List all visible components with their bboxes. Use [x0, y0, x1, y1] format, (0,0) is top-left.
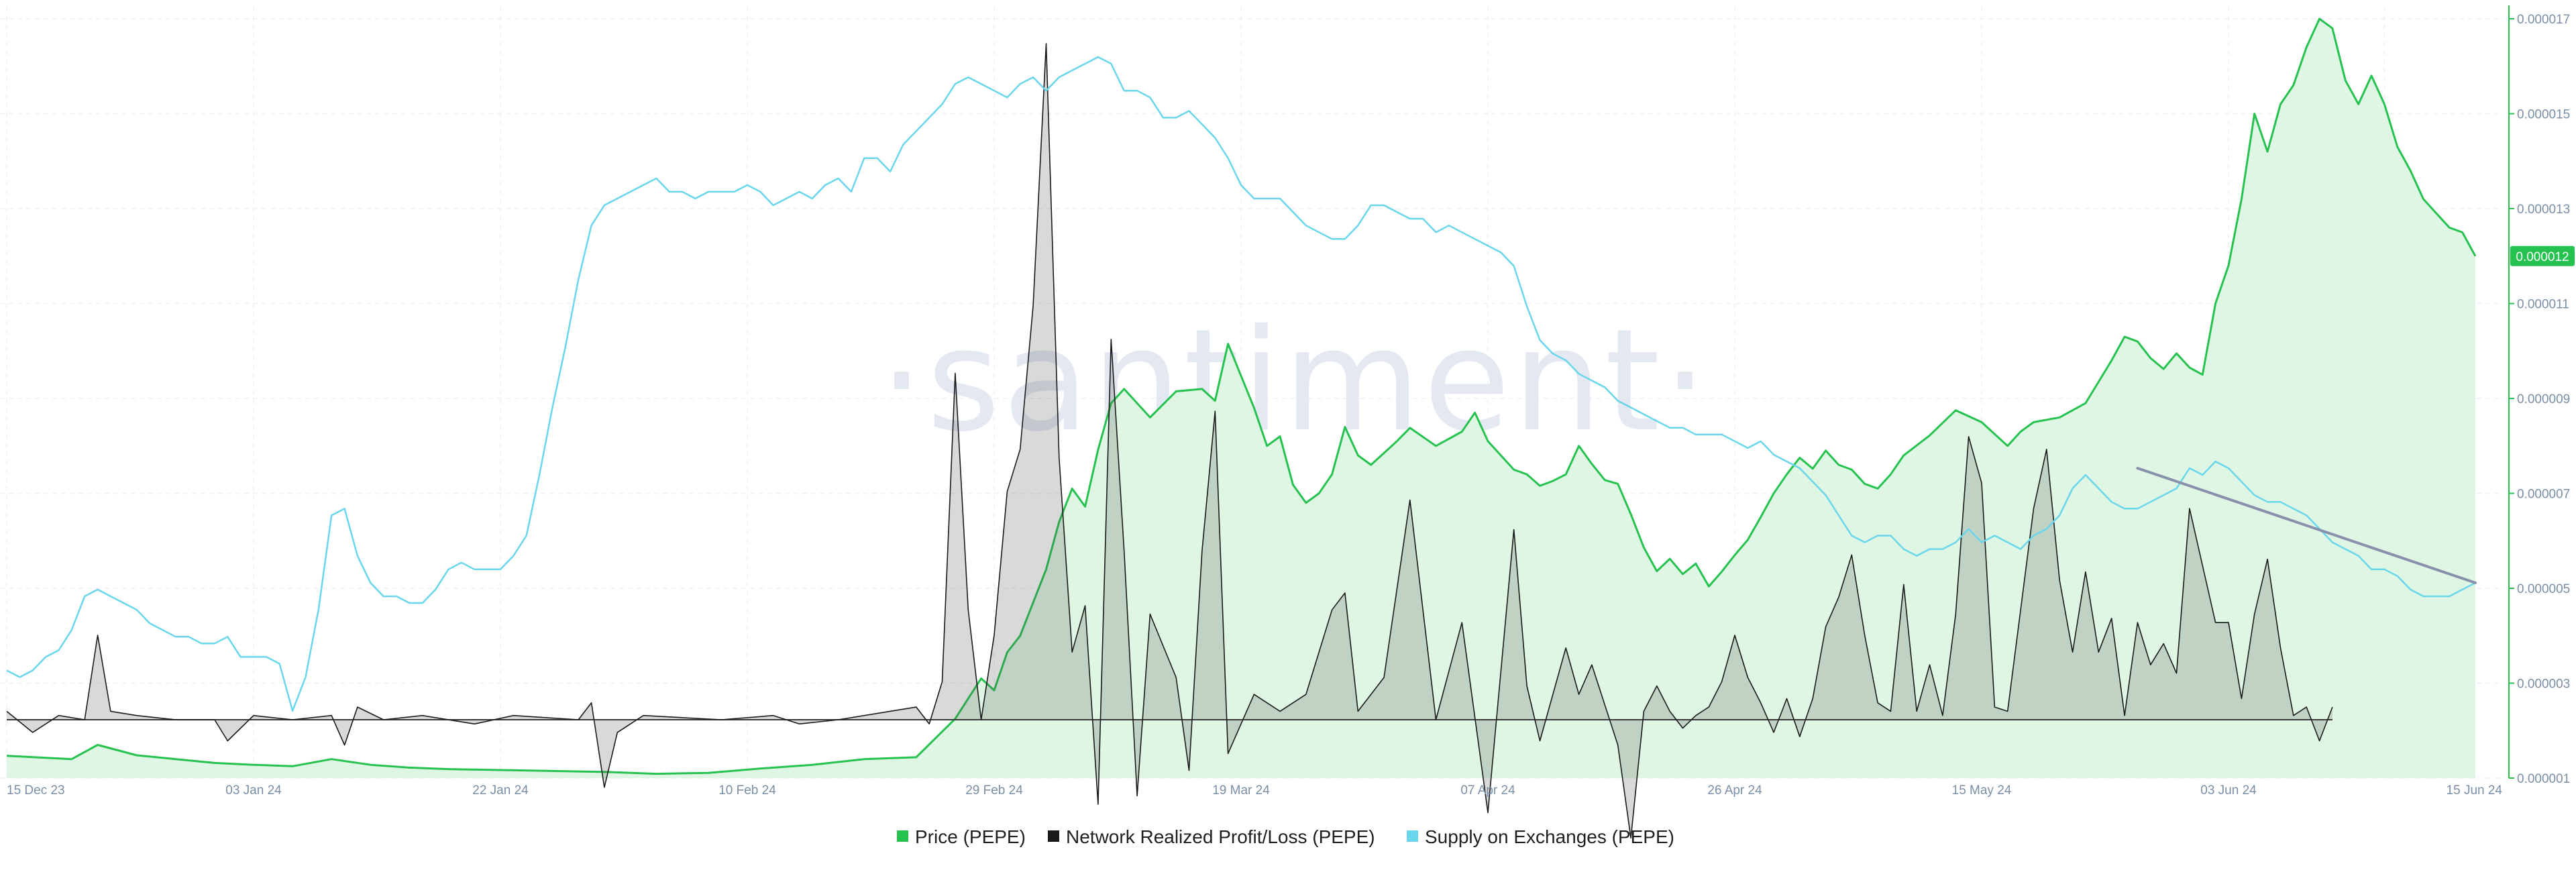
legend-swatch [1048, 830, 1059, 842]
x-tick-label: 22 Jan 24 [472, 783, 529, 798]
x-tick-label: 03 Jan 24 [225, 783, 282, 798]
price-line [6, 17, 2477, 775]
nrpl-area [7, 44, 2332, 838]
legend[interactable]: Price (PEPE) Network Realized Profit/Loss… [897, 826, 1674, 847]
y-tick-label: 0.000015 [2517, 108, 2570, 122]
trendline [2136, 467, 2477, 584]
y-tick-label: 0.000007 [2517, 488, 2570, 502]
supply-line [6, 56, 2476, 712]
y-tick-label: 0.000001 [2517, 772, 2570, 786]
legend-label: Price (PEPE) [915, 826, 1026, 847]
x-tick-label: 26 Apr 24 [1707, 783, 1762, 798]
price-badge-background [2510, 246, 2575, 266]
santiment-watermark: ·santiment· [879, 298, 1711, 463]
y-tick-label: 0.000005 [2517, 582, 2570, 596]
x-tick-label: 07 Apr 24 [1460, 783, 1515, 798]
price-badge: 0.000012 [2510, 246, 2575, 266]
y-tick-label: 0.000003 [2517, 677, 2570, 692]
y-tick-label: 0.000011 [2517, 298, 2569, 312]
legend-swatch [897, 830, 908, 842]
x-tick-label: 15 Dec 23 [7, 783, 65, 798]
y-tick-label: 0.000017 [2517, 13, 2570, 27]
x-tick-label: 10 Feb 24 [718, 783, 776, 798]
supply-series [6, 56, 2476, 712]
y-tick-label: 0.000013 [2517, 203, 2570, 217]
legend-label: Supply on Exchanges (PEPE) [1425, 826, 1674, 847]
x-tick-label: 29 Feb 24 [965, 783, 1023, 798]
y-tick-label: 0.000009 [2517, 392, 2570, 406]
trendline-annotation [2136, 467, 2477, 584]
axes: 0.000017 0.000015 0.000013 0.000011 0.000009… [7, 5, 2570, 798]
legend-label: Network Realized Profit/Loss (PEPE) [1066, 826, 1375, 847]
price-badge-text: 0.000012 [2516, 250, 2569, 264]
price-series [6, 17, 2477, 778]
x-tick-label: 15 May 24 [1952, 783, 2012, 798]
x-tick-label: 03 Jun 24 [2200, 783, 2257, 798]
x-tick-label: 19 Mar 24 [1212, 783, 1270, 798]
nrpl-series [6, 43, 2333, 839]
price-area [7, 19, 2475, 778]
nrpl-line [6, 43, 2333, 839]
x-tick-label: 15 Jun 24 [2447, 783, 2503, 798]
legend-swatch [1407, 830, 1418, 842]
